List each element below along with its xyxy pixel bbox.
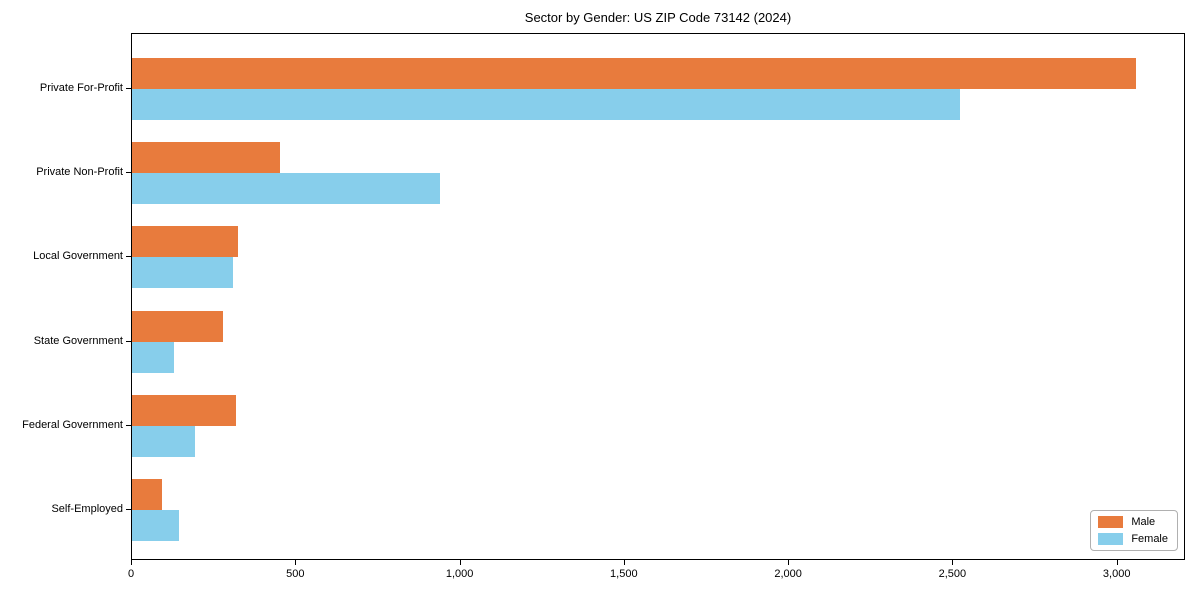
x-tick-label: 0 (127, 568, 135, 580)
x-tick-mark (623, 560, 625, 565)
x-tick-label: 1,500 (610, 568, 638, 580)
x-tick-label: 2,500 (938, 568, 967, 580)
x-tick-mark (295, 560, 297, 565)
bar-male-self-employed (132, 479, 162, 510)
bar-female-private-non-profit (132, 173, 441, 205)
bar-male-private-for-profit (132, 58, 1136, 89)
legend-label-male: Male (1131, 516, 1156, 528)
bar-female-local-government (132, 257, 233, 289)
y-tick-mark (126, 424, 131, 426)
bar-male-federal-government (132, 394, 236, 426)
y-tick-mark (126, 340, 131, 342)
x-tick-label: 3,000 (1102, 568, 1131, 580)
chart-title: Sector by Gender: US ZIP Code 73142 (202… (524, 10, 792, 25)
bar-male-private-non-profit (132, 142, 280, 174)
bar-female-private-for-profit (132, 89, 960, 120)
y-tick-mark (126, 88, 131, 89)
legend-label-female: Female (1131, 533, 1168, 545)
y-tick-label: Federal Government (22, 418, 123, 431)
x-tick-mark (131, 560, 132, 565)
chart-legend: Male Female (1090, 510, 1178, 551)
x-tick-label: 2,000 (774, 568, 802, 580)
x-tick-mark (1116, 560, 1118, 565)
x-tick-label: 1,000 (445, 568, 474, 580)
y-tick-label: Self-Employed (51, 503, 123, 515)
legend-row-male: Male (1098, 516, 1168, 528)
legend-row-female: Female (1098, 533, 1168, 545)
y-tick-mark (126, 172, 131, 174)
y-tick-mark (126, 256, 131, 258)
x-tick-mark (459, 560, 461, 565)
bar-male-state-government (132, 310, 223, 342)
bar-male-local-government (132, 226, 238, 258)
y-tick-label: Private Non-Profit (36, 166, 123, 179)
legend-swatch-male (1098, 516, 1124, 528)
y-tick-label: Local Government (33, 250, 123, 263)
bar-female-federal-government (132, 425, 196, 457)
y-tick-label: Private For-Profit (39, 82, 123, 94)
x-tick-mark (788, 560, 790, 565)
x-tick-mark (952, 560, 954, 565)
y-tick-mark (126, 509, 131, 510)
bar-female-state-government (132, 341, 175, 373)
y-tick-label: State Government (33, 334, 123, 347)
legend-swatch-female (1098, 533, 1124, 545)
bar-female-self-employed (132, 510, 179, 541)
plot-area: Male Female (131, 33, 1185, 560)
x-tick-label: 500 (286, 568, 305, 580)
